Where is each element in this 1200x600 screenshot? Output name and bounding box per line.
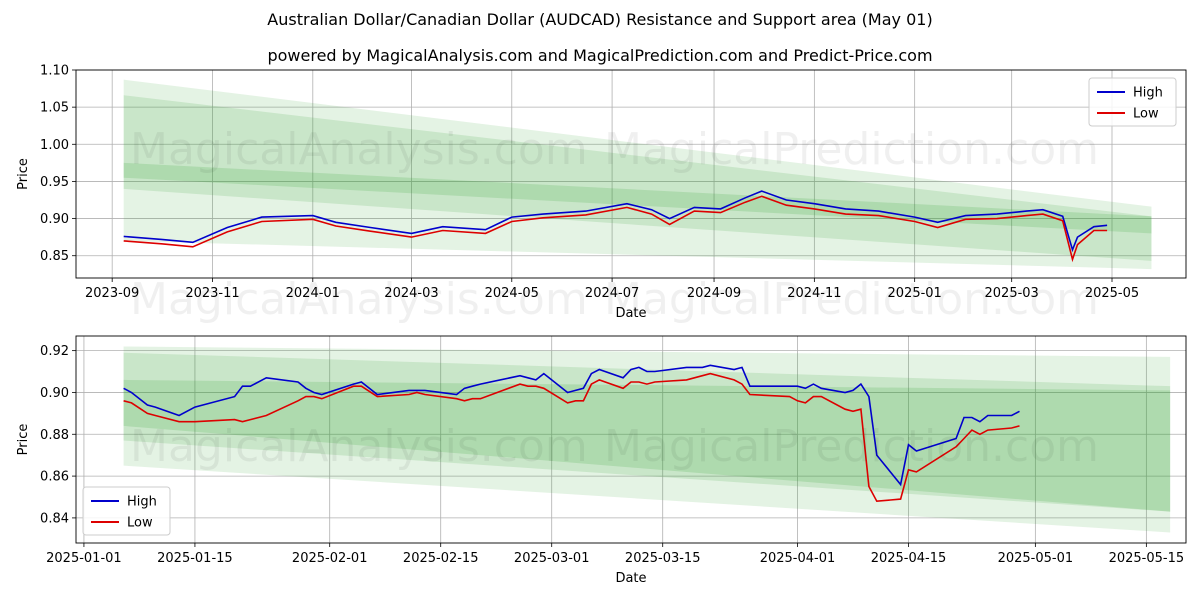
x-tick-label: 2025-02-01 <box>292 551 368 566</box>
y-tick-label: 0.84 <box>40 511 69 526</box>
x-tick-label: 2025-01 <box>888 286 942 301</box>
y-tick-label: 0.88 <box>40 428 69 443</box>
x-tick-label: 2024-01 <box>286 286 340 301</box>
plot-area <box>123 346 1171 533</box>
x-tick-label: 2025-03 <box>985 286 1039 301</box>
x-tick-label: 2025-03-01 <box>514 551 590 566</box>
series-line-high <box>123 364 1020 487</box>
x-tick-label: 2024-03 <box>384 286 438 301</box>
x-tick-label: 2024-09 <box>687 286 741 301</box>
support-resistance-band <box>123 95 1152 261</box>
chart-subtitle: powered by MagicalAnalysis.com and Magic… <box>267 46 933 65</box>
y-tick-label: 1.00 <box>40 138 69 153</box>
series-line-high <box>123 190 1108 253</box>
legend-label-high: High <box>127 495 157 510</box>
watermark-text: MagicalAnalysis.com <box>130 124 588 175</box>
plot-area <box>123 79 1152 270</box>
y-tick-label: 0.85 <box>40 249 69 264</box>
x-tick-label: 2025-04-01 <box>760 551 836 566</box>
support-resistance-band <box>123 79 1152 270</box>
plot-frame <box>75 69 1187 279</box>
x-tick-label: 2025-01-01 <box>46 551 122 566</box>
legend-label-high: High <box>1133 86 1163 101</box>
support-resistance-band <box>123 162 1152 234</box>
x-tick-label: 2025-05-15 <box>1109 551 1185 566</box>
x-tick-label: 2024-05 <box>485 286 539 301</box>
x-tick-label: 2023-09 <box>85 286 139 301</box>
x-axis-label: Date <box>615 306 646 321</box>
y-tick-label: 0.86 <box>40 470 69 485</box>
y-tick-label: 0.92 <box>40 344 69 359</box>
watermark-text: MagicalPrediction.com <box>604 124 1099 175</box>
x-tick-label: 2025-04-15 <box>871 551 947 566</box>
watermark-text: MagicalAnalysis.com <box>130 274 588 325</box>
watermark-text: MagicalAnalysis.com <box>130 421 588 472</box>
series-line-low <box>123 195 1108 263</box>
series-line-low <box>123 372 1020 503</box>
x-tick-label: 2025-01-15 <box>157 551 233 566</box>
legend: High Low <box>82 486 171 536</box>
watermark-text: MagicalPrediction.com <box>604 274 1099 325</box>
y-tick-label: 0.95 <box>40 175 69 190</box>
legend: High Low <box>1088 77 1177 127</box>
legend-label-low: Low <box>127 516 153 531</box>
x-tick-label: 2024-07 <box>585 286 639 301</box>
y-axis-label: Price <box>16 424 31 456</box>
x-tick-label: 2025-05-01 <box>998 551 1074 566</box>
x-tick-label: 2023-11 <box>185 286 239 301</box>
y-tick-label: 1.05 <box>40 101 69 116</box>
support-resistance-band <box>123 379 1171 512</box>
x-axis-label: Date <box>615 571 646 586</box>
x-tick-label: 2024-11 <box>787 286 841 301</box>
x-tick-label: 2025-05 <box>1085 286 1139 301</box>
y-tick-label: 0.90 <box>40 386 69 401</box>
chart-title: Australian Dollar/Canadian Dollar (AUDCA… <box>267 10 933 29</box>
chart-panel-2: MagicalAnalysis.com MagicalPrediction.com… <box>16 335 1187 586</box>
y-tick-label: 1.10 <box>40 64 69 79</box>
legend-label-low: Low <box>1133 107 1159 122</box>
watermark-text: MagicalPrediction.com <box>604 421 1099 472</box>
y-axis-label: Price <box>16 158 31 190</box>
y-tick-label: 0.90 <box>40 212 69 227</box>
x-tick-label: 2025-02-15 <box>403 551 479 566</box>
plot-frame <box>75 335 1187 544</box>
chart-panel-1: MagicalAnalysis.com MagicalPrediction.com… <box>16 64 1187 325</box>
x-tick-label: 2025-03-15 <box>625 551 701 566</box>
